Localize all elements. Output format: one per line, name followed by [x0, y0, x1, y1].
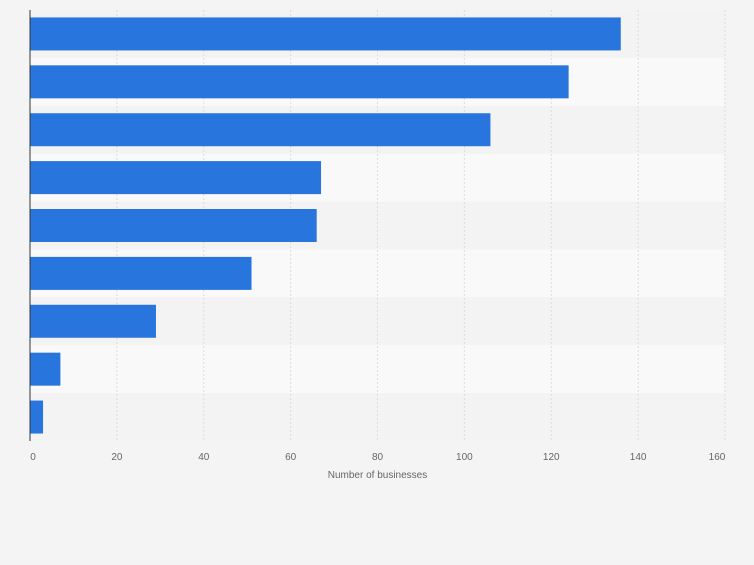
bar — [30, 400, 44, 434]
bar — [30, 17, 621, 51]
x-tick-label: 120 — [543, 452, 560, 463]
x-tick-label: 20 — [111, 452, 123, 463]
x-tick-label: 0 — [30, 452, 36, 463]
x-tick-label: 60 — [285, 452, 297, 463]
x-axis-tick-labels: 0 20 40 60 80 100 120 140 160 — [30, 452, 726, 463]
bar — [30, 304, 156, 338]
x-tick-label: 140 — [630, 452, 647, 463]
x-tick-label: 40 — [198, 452, 210, 463]
x-tick-label: 160 — [709, 452, 726, 463]
x-axis-title: Number of businesses — [328, 470, 428, 481]
bar — [30, 161, 322, 195]
bar — [30, 256, 252, 290]
bar-series — [30, 17, 621, 434]
row-band — [30, 345, 725, 394]
bar — [30, 65, 569, 99]
bar — [30, 209, 317, 242]
bar — [30, 113, 491, 147]
x-tick-label: 80 — [372, 452, 384, 463]
x-tick-label: 100 — [456, 452, 473, 463]
row-band — [30, 393, 725, 441]
bar — [30, 352, 61, 386]
